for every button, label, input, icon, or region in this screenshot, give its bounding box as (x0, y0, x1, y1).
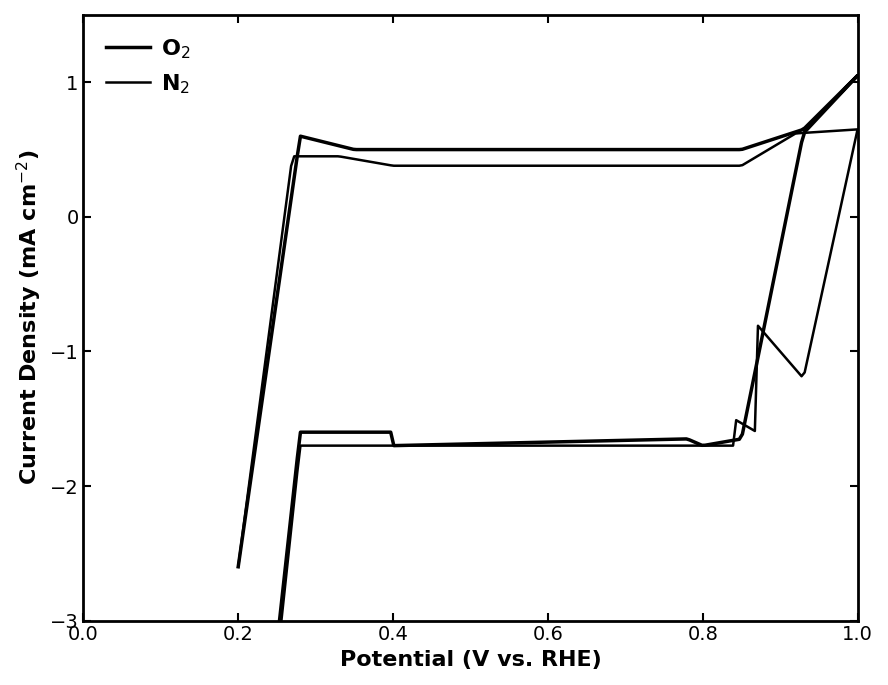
X-axis label: Potential (V vs. RHE): Potential (V vs. RHE) (339, 650, 601, 670)
Y-axis label: Current Density (mA cm$^{-2}$): Current Density (mA cm$^{-2}$) (15, 150, 44, 486)
Legend: O$_2$, N$_2$: O$_2$, N$_2$ (94, 26, 202, 107)
